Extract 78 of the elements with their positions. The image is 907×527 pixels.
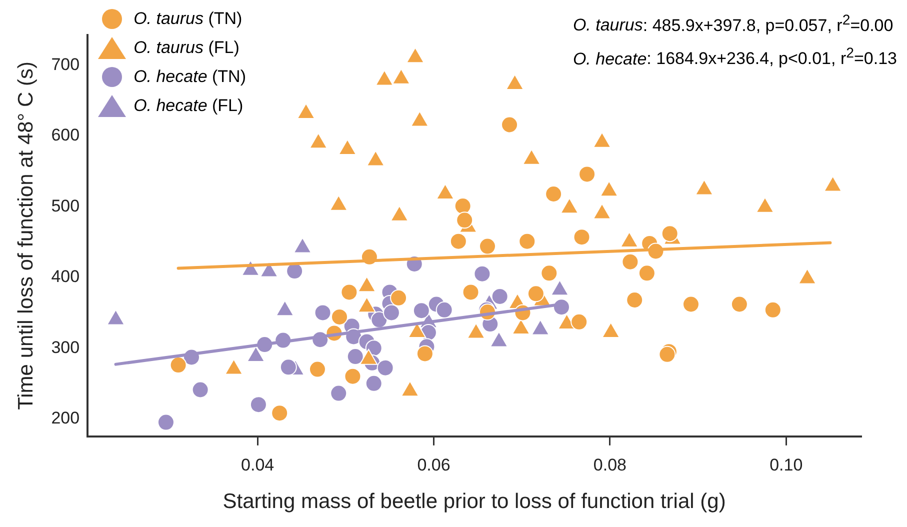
point — [330, 384, 348, 402]
point — [573, 228, 590, 246]
point — [392, 68, 410, 84]
point — [522, 148, 541, 165]
point — [518, 232, 536, 250]
legend-label: O. taurus (FL) — [134, 38, 240, 57]
point — [730, 296, 748, 313]
point — [382, 304, 400, 322]
legend-label: O. hecate (TN) — [134, 67, 246, 86]
point — [331, 308, 348, 326]
y-tick-label: 700 — [51, 55, 80, 74]
point — [366, 150, 385, 166]
y-tick-label: 600 — [51, 126, 80, 145]
point — [474, 265, 491, 282]
point — [695, 179, 714, 196]
point — [764, 301, 782, 318]
x-tick-label: 0.04 — [241, 455, 274, 474]
point — [456, 212, 474, 229]
point — [410, 110, 429, 127]
point — [375, 70, 394, 86]
y-tick-label: 400 — [51, 267, 80, 286]
point — [626, 292, 644, 309]
point — [661, 225, 678, 242]
x-tick-label: 0.08 — [593, 455, 626, 474]
point — [478, 238, 496, 255]
point — [296, 102, 316, 119]
point — [412, 302, 430, 320]
point — [329, 194, 348, 211]
point — [344, 368, 362, 385]
point — [390, 205, 409, 222]
point — [540, 264, 558, 282]
point — [570, 313, 588, 330]
point — [308, 360, 326, 378]
x-tick-label: 0.10 — [770, 455, 803, 474]
point — [436, 301, 453, 318]
point — [638, 264, 656, 282]
point — [157, 414, 174, 431]
annotation: O. hecate: 1684.9x+236.4, p<0.01, r$^{2}$=0.13 — [572, 46, 897, 68]
x-tick-label: 0.06 — [417, 455, 450, 474]
y-axis-title: Time until loss of function at 48° C (s) — [14, 61, 38, 410]
point — [462, 284, 480, 301]
point — [592, 203, 612, 220]
point — [600, 180, 618, 197]
legend-label: O. taurus (TN) — [134, 9, 242, 28]
point — [620, 232, 638, 248]
point — [346, 348, 364, 366]
point — [416, 345, 434, 362]
point — [406, 47, 424, 64]
point — [192, 381, 209, 398]
y-tick-label: 300 — [51, 338, 80, 357]
point — [338, 138, 357, 155]
point — [682, 296, 700, 313]
point — [506, 74, 524, 90]
point — [390, 289, 408, 306]
point — [170, 356, 187, 374]
point — [450, 232, 467, 250]
point — [280, 358, 297, 376]
point — [314, 304, 332, 322]
point — [436, 184, 454, 200]
y-tick-label: 200 — [51, 408, 80, 428]
point — [527, 285, 544, 302]
legend-label: O. hecate (FL) — [134, 96, 244, 115]
point — [309, 132, 328, 149]
point — [560, 198, 579, 214]
y-tick-label: 500 — [51, 196, 80, 216]
point — [293, 237, 312, 254]
point — [622, 253, 639, 270]
point — [365, 374, 382, 392]
point — [340, 284, 358, 301]
point — [756, 196, 774, 213]
point — [824, 176, 842, 192]
point — [592, 132, 612, 148]
point — [271, 404, 288, 422]
point — [250, 396, 267, 414]
x-axis-title: Starting mass of beetle prior to loss of function trial (g) — [222, 490, 726, 514]
annotation: O. taurus: 485.9x+397.8, p=0.057, r$^{2}$=0.00 — [572, 12, 894, 35]
point — [376, 359, 394, 376]
point — [491, 288, 508, 305]
